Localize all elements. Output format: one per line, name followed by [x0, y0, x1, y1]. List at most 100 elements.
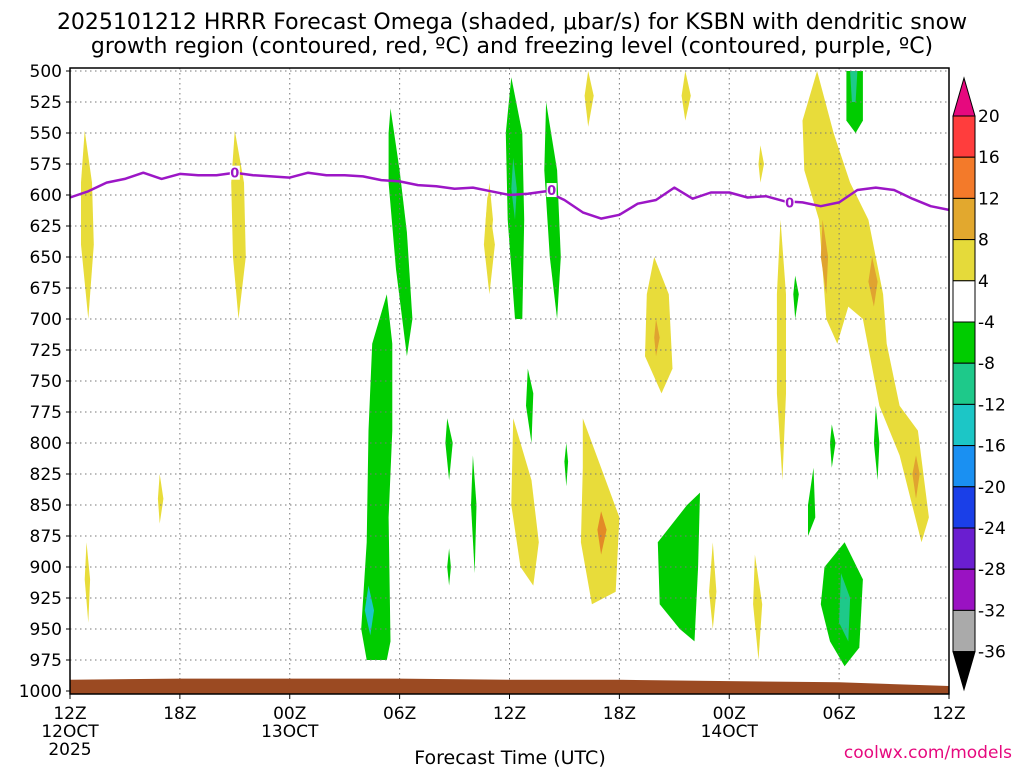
x-tick-label: 18Z: [163, 704, 196, 724]
freezing-label-bg: [546, 183, 557, 198]
y-tick-label: 625: [30, 217, 62, 237]
omega-region-yellow-21z-upper: [231, 130, 246, 319]
omega-region-yellow-20z-mid: [645, 257, 673, 394]
omega-region-cyan-05z-lower: [364, 585, 374, 636]
colorbar-label: 20: [978, 107, 1000, 127]
omega-region-yellow-12z-upper-thin: [485, 182, 493, 257]
colorbar-label: -12: [978, 395, 1006, 415]
y-tick-label: 575: [30, 155, 62, 175]
colorbar-swatch: [952, 445, 976, 488]
x-tick-label: 12Z: [932, 704, 965, 724]
credit-label[interactable]: coolwx.com/models: [844, 743, 1012, 763]
y-tick-label: 875: [30, 527, 62, 547]
colorbar-label: 8: [978, 231, 989, 251]
x-tick-label: 18Z: [603, 704, 636, 724]
colorbar-swatch: [952, 197, 976, 241]
omega-region-orange-05z: [820, 219, 829, 295]
ground-layer: [70, 678, 949, 694]
omega-region-teal-06z-lower: [839, 573, 851, 642]
omega-region-green-04z-lower: [808, 467, 816, 536]
y-tick-label: 600: [30, 186, 62, 206]
x-tick-label: 12Z: [493, 704, 526, 724]
y-axis: 500 525 550 575 600 625 650 675 700 725 750 775 800 8…: [19, 62, 70, 702]
omega-region-yellow-22z-lower: [709, 542, 717, 629]
omega-region-green-14z-upper: [544, 102, 561, 319]
omega-region-green-15z-dot: [564, 443, 569, 487]
omega-region-yellow-05z-main: [802, 71, 929, 543]
omega-region-green-08z-small: [873, 405, 880, 481]
y-tick-label: 525: [30, 93, 62, 113]
omega-shading-layer: [81, 71, 929, 667]
colorbar-label: -36: [978, 643, 1006, 663]
omega-region-green-09z-small: [445, 418, 453, 481]
colorbar: 20 16 12 8 4 -4 -8 -12 -16 -20 -24 -28 -32 -36: [952, 76, 1006, 692]
omega-region-orange-10z: [912, 455, 920, 499]
y-tick-label: 925: [30, 589, 62, 609]
omega-region-green-10z-thin: [471, 455, 477, 574]
freezing-label-bg: [229, 165, 240, 180]
y-tick-label: 825: [30, 465, 62, 485]
omega-region-green-05z-small: [830, 424, 836, 468]
ground-terrain: [70, 678, 949, 694]
colorbar-label: -32: [978, 601, 1006, 621]
freezing-label: 0: [230, 167, 239, 182]
omega-region-green-21z-lower: [657, 492, 700, 642]
colorbar-swatch: [952, 609, 976, 653]
colorbar-swatch: [952, 362, 976, 405]
x-tick-label: 00Z: [273, 704, 306, 724]
y-tick-label: 675: [30, 279, 62, 299]
omega-region-yellow-16z-dot: [157, 474, 164, 524]
colorbar-swatch: [952, 239, 976, 282]
freezing-level-layer: 0 0 0: [69, 165, 950, 220]
colorbar-swatch: [952, 527, 976, 570]
omega-region-green-12z-mid: [526, 368, 534, 443]
y-tick-label: 800: [30, 434, 62, 454]
y-tick-label: 500: [30, 62, 62, 82]
omega-region-yellow-21z-upper-blob: [681, 71, 691, 121]
y-tick-label: 900: [30, 558, 62, 578]
colorbar-swatch: [952, 486, 976, 529]
omega-region-orange-17z-low: [597, 511, 607, 555]
omega-region-yellow-12z-upper: [81, 130, 94, 319]
title-line-1: 2025101212 HRRR Forecast Omega (shaded, …: [57, 10, 967, 35]
colorbar-label: 12: [978, 189, 1000, 209]
omega-region-yellow-13z-lower: [511, 418, 539, 586]
x-axis-label: Forecast Time (UTC): [414, 747, 605, 768]
chart-title: 2025101212 HRRR Forecast Omega (shaded, …: [57, 10, 967, 59]
freezing-label: 0: [785, 196, 794, 211]
freezing-level-line: [69, 171, 950, 220]
omega-region-green-05z-lower: [361, 294, 393, 660]
colorbar-label: -16: [978, 437, 1006, 457]
omega-region-teal-12z-upper: [511, 157, 517, 220]
x-tick-date: 14OCT: [701, 722, 759, 742]
omega-region-yellow-18z-topspot: [584, 71, 594, 127]
freezing-label: 0: [547, 184, 556, 199]
colorbar-bottom-arrow: [952, 651, 976, 692]
omega-region-green-09z-dot: [447, 548, 451, 586]
omega-region-yellow-17z-lower: [580, 418, 620, 605]
freezing-label-bg: [784, 195, 795, 210]
omega-region-green-02z-small: [793, 275, 799, 319]
colorbar-label: -4: [978, 313, 995, 333]
y-tick-label: 1000: [19, 682, 62, 702]
colorbar-label: -24: [978, 519, 1006, 539]
y-tick-label: 725: [30, 341, 62, 361]
colorbar-top-arrow: [952, 76, 976, 117]
colorbar-label: -28: [978, 560, 1006, 580]
colorbar-swatch: [952, 280, 976, 323]
omega-region-orange-07z: [868, 257, 878, 307]
colorbar-label: 16: [978, 148, 1000, 168]
y-tick-label: 950: [30, 620, 62, 640]
y-tick-label: 975: [30, 651, 62, 671]
x-tick-label: 00Z: [713, 704, 746, 724]
colorbar-swatch: [952, 403, 976, 447]
x-tick-label: 12Z: [53, 704, 86, 724]
y-tick-label: 650: [30, 248, 62, 268]
colorbar-label: -20: [978, 478, 1006, 498]
colorbar-swatch: [952, 321, 976, 364]
y-tick-label: 700: [30, 310, 62, 330]
y-tick-label: 850: [30, 496, 62, 516]
colorbar-label: 4: [978, 272, 989, 292]
